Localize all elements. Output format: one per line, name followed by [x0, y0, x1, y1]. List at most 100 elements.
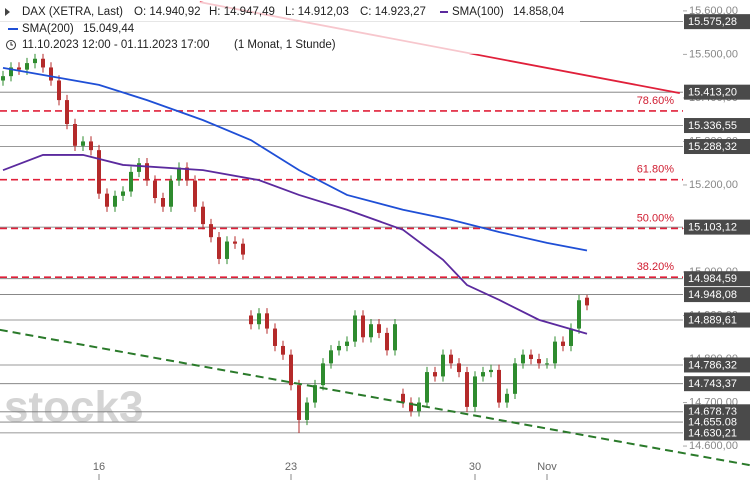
candle-body	[377, 324, 381, 333]
level-box	[684, 312, 750, 328]
date-range: 11.10.2023 12:00 - 01.11.2023 17:00	[22, 39, 210, 51]
level-label: 15.103,12	[688, 222, 737, 234]
candle-body	[465, 372, 469, 407]
candle-body	[257, 313, 261, 325]
level-label: 14.948,08	[688, 289, 737, 301]
candle-body	[89, 141, 93, 151]
sma-line	[2, 154, 588, 335]
level-label: 14.984,59	[688, 273, 737, 285]
candle-body	[441, 354, 445, 377]
level-label: 15.288,32	[688, 141, 737, 153]
candle-body	[585, 297, 589, 306]
candle-body	[337, 345, 341, 351]
candle-body	[225, 241, 229, 259]
candle-body	[361, 315, 365, 338]
candle-body	[33, 58, 37, 64]
candle-body	[17, 67, 21, 70]
candle-body	[105, 193, 109, 207]
candle-body	[353, 315, 357, 342]
candle-body	[345, 341, 349, 346]
candle-body	[417, 402, 421, 412]
candle-body	[49, 67, 53, 81]
candle-body	[481, 372, 485, 377]
fib-label: 50.00%	[637, 212, 675, 224]
candle-body	[537, 359, 541, 364]
candle-body	[577, 300, 581, 329]
candle-body	[449, 354, 453, 364]
legend-name: SMA(200)	[22, 23, 74, 35]
candle-body	[369, 324, 373, 338]
level-label: 14.630,21	[688, 427, 737, 439]
legend-value: 14.858,04	[513, 6, 565, 18]
y-tick-label: 15.500,00	[689, 48, 738, 60]
clock-icon	[10, 42, 13, 46]
level-label: 14.786,32	[688, 359, 737, 371]
candle-body	[185, 167, 189, 181]
watermark: stock3	[4, 383, 143, 432]
candle-body	[121, 191, 125, 196]
level-box	[684, 271, 750, 287]
fib-label: 61.80%	[637, 164, 675, 176]
candle-body	[321, 363, 325, 386]
legend-value: 15.049,44	[83, 23, 135, 35]
candle-body	[401, 393, 405, 403]
candle-body	[201, 206, 205, 225]
candle-body	[289, 354, 293, 386]
sma-line	[2, 67, 588, 252]
x-tick-label: 23	[285, 461, 297, 473]
candle-body	[489, 369, 493, 373]
level-box	[684, 84, 750, 100]
legend-name: SMA(100)	[452, 6, 504, 18]
candle-body	[433, 372, 437, 377]
candle-body	[513, 363, 517, 394]
candle-body	[65, 100, 69, 125]
candle-body	[9, 67, 13, 77]
candle-body	[153, 180, 157, 199]
icon	[5, 8, 10, 16]
level-box	[684, 139, 750, 155]
y-tick-label: 15.200,00	[689, 179, 738, 191]
candle-body	[529, 354, 533, 360]
candle-body	[409, 402, 413, 412]
candle-body	[161, 198, 165, 207]
candle-body	[457, 363, 461, 373]
candle-body	[57, 80, 61, 101]
y-tick-label: 14.600,00	[689, 440, 738, 452]
candle-body	[233, 241, 237, 244]
x-tick-label: 30	[469, 461, 481, 473]
y-tick-label: 15.600,00	[689, 5, 738, 17]
candle-body	[561, 341, 565, 346]
level-box	[684, 118, 750, 134]
header-bg	[0, 2, 580, 54]
candle-body	[281, 345, 285, 355]
level-box	[684, 376, 750, 392]
candle-body	[145, 163, 149, 181]
level-box	[684, 357, 750, 373]
candle-body	[521, 354, 525, 364]
level-label: 15.575,28	[688, 16, 737, 28]
close: C: 14.923,27	[360, 6, 426, 18]
candle-body	[249, 315, 253, 325]
candle-body	[169, 180, 173, 207]
candle-body	[81, 141, 85, 146]
header: DAX (XETRA, Last) O: 14.940,92 H: 14.947…	[0, 2, 580, 54]
candle-body	[97, 150, 101, 194]
candle-body	[25, 63, 29, 70]
level-box	[684, 425, 750, 441]
open: O: 14.940,92	[134, 6, 201, 18]
level-box	[684, 14, 750, 30]
candle-body	[217, 237, 221, 259]
candle-body	[273, 328, 277, 346]
candle-body	[385, 332, 389, 351]
candle-body	[305, 402, 309, 420]
candle-body	[177, 167, 181, 181]
candle-body	[113, 195, 117, 207]
level-label: 14.889,61	[688, 314, 737, 326]
candle-body	[545, 363, 549, 365]
candle-body	[129, 171, 133, 192]
candle-body	[553, 341, 557, 364]
high: H: 14.947,49	[209, 6, 275, 18]
